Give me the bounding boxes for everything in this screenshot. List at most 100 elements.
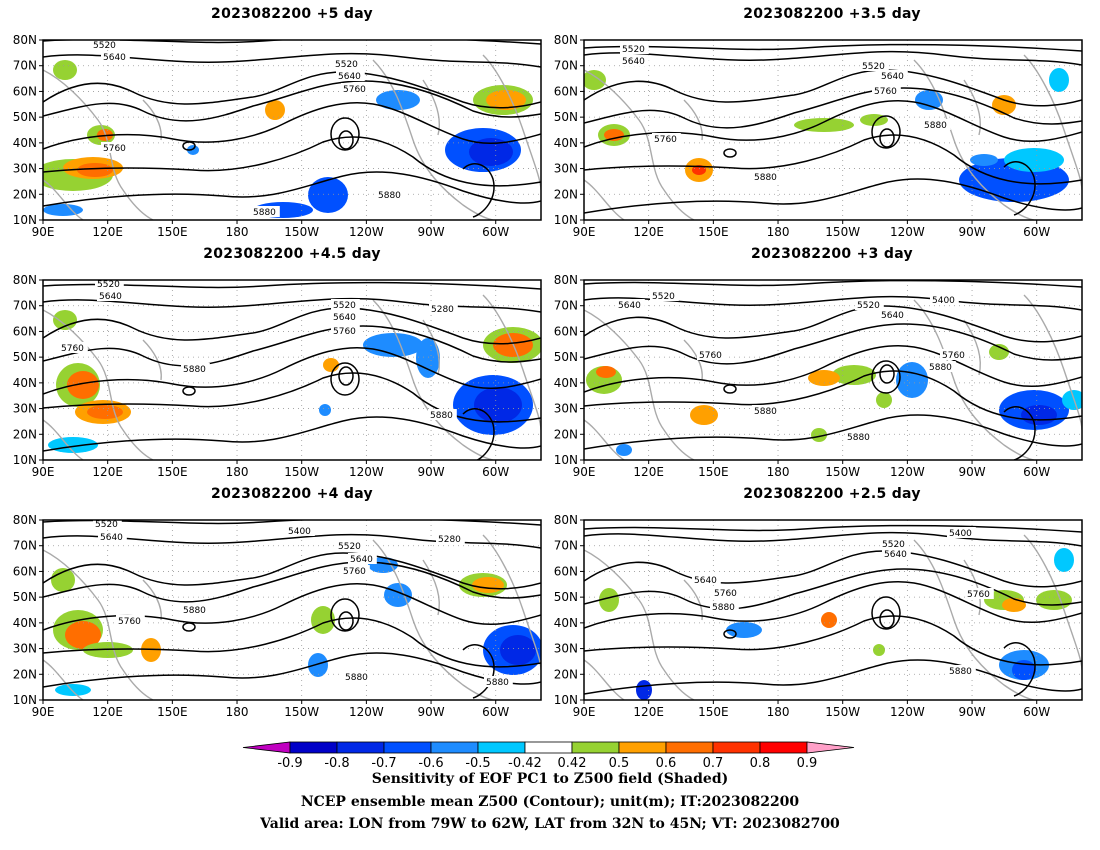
contour-label-bg: [101, 51, 130, 62]
z500-contour: [330, 362, 360, 396]
contour-label: 5880: [754, 173, 777, 183]
colorbar-swatch: [759, 741, 808, 754]
shading-blob: [48, 437, 98, 453]
contour-label-bg: [616, 299, 645, 310]
contour-label: 5880: [924, 121, 947, 131]
coastline: [584, 659, 625, 700]
lon-label: 150W: [825, 225, 860, 239]
z500-contour: [43, 297, 541, 313]
z500-contour: [43, 325, 541, 367]
lon-label: 120W: [890, 225, 925, 239]
contour-label-bg: [336, 540, 365, 551]
lon-label: 180: [226, 225, 249, 239]
lat-label: 20N: [554, 427, 578, 441]
lon-label: 150W: [284, 465, 319, 479]
contour-label-bg: [652, 133, 681, 144]
contour-label: 5400: [932, 296, 955, 306]
z500-contour: [338, 366, 354, 386]
coastline: [584, 179, 625, 220]
contour-label: 5280: [438, 535, 461, 545]
shading-blob: [811, 428, 827, 442]
contour-label: 5640: [333, 313, 356, 323]
contour-label-bg: [940, 349, 969, 360]
lat-label: 40N: [13, 376, 37, 390]
z500-contour: [43, 71, 541, 109]
lon-label: 150W: [825, 705, 860, 719]
colorbar-tick-label: 0.6: [656, 756, 677, 771]
lat-label: 50N: [13, 110, 37, 124]
contour-label: 5400: [949, 529, 972, 539]
lon-label: 60W: [482, 225, 509, 239]
colorbar-swatch: [336, 741, 385, 754]
shading-blob: [794, 118, 854, 132]
lon-label: 180: [767, 465, 790, 479]
shading-blob: [53, 310, 77, 330]
coastline: [683, 99, 703, 141]
map-frame: [583, 39, 1083, 221]
contour-label-bg: [752, 171, 781, 182]
contour-label: 5760: [942, 351, 965, 361]
lon-label: 150W: [284, 225, 319, 239]
coastline: [43, 309, 154, 460]
z500-contour: [584, 524, 1082, 533]
shading-blob: [1036, 590, 1072, 610]
lon-label: 150E: [157, 705, 188, 719]
contour-label-bg: [947, 527, 976, 538]
lat-label: 80N: [13, 273, 37, 287]
contour-label: 5760: [333, 327, 356, 337]
colorbar-tick-label: -0.42: [508, 756, 542, 771]
lon-label: 90W: [958, 465, 985, 479]
lat-label: 30N: [554, 162, 578, 176]
lat-label: 80N: [554, 273, 578, 287]
coastline: [584, 419, 625, 460]
shading-blob: [992, 95, 1016, 115]
shading-blob: [599, 588, 619, 612]
colorbar-swatch: [665, 741, 714, 754]
contour-label-bg: [116, 615, 145, 626]
lon-label: 180: [226, 465, 249, 479]
shading-blob: [636, 680, 652, 700]
shading-blob: [308, 177, 348, 213]
shading-blob: [265, 100, 285, 120]
z500-contour: [879, 128, 895, 148]
shading-blob: [970, 154, 998, 166]
lon-label: 90W: [417, 225, 444, 239]
shading-blob: [363, 333, 423, 357]
contour-label-bg: [752, 405, 781, 416]
coastline: [1023, 54, 1082, 191]
contour-label-bg: [436, 533, 465, 544]
lon-label: 60W: [1023, 465, 1050, 479]
shading-blob: [808, 370, 840, 386]
lon-label: 120E: [92, 465, 123, 479]
contour-label-bg: [712, 587, 741, 598]
contour-label: 5760: [967, 590, 990, 600]
z500-contour: [330, 117, 360, 151]
shading-blob: [915, 90, 943, 110]
panel-title-2: 2023082200 +3.5 day: [743, 6, 921, 22]
contour-label: 5520: [335, 60, 358, 70]
shading-blob: [500, 635, 536, 665]
contour-label: 5520: [622, 45, 645, 55]
contour-label: 5400: [288, 527, 311, 537]
coastline: [43, 549, 154, 700]
contour-label: 5640: [100, 533, 123, 543]
colorbar-tick-label: -0.7: [371, 756, 396, 771]
z500-contour: [462, 408, 495, 460]
lat-label: 40N: [554, 616, 578, 630]
contour-label-bg: [59, 342, 88, 353]
contour-label-bg: [650, 290, 679, 301]
z500-contour: [43, 617, 541, 668]
lon-label: 150W: [284, 705, 319, 719]
contour-label-bg: [98, 531, 127, 542]
z500-contour: [584, 305, 1082, 343]
lat-label: 40N: [554, 376, 578, 390]
z500-contour: [871, 360, 901, 394]
z500-contour: [584, 178, 1082, 214]
panel-title-5: 2023082200 +4 day: [211, 486, 373, 502]
colorbar-tick-label: 0.42: [558, 756, 587, 771]
lat-label: 60N: [13, 564, 37, 578]
contour-label: 5880: [847, 433, 870, 443]
lon-label: 90E: [32, 225, 55, 239]
coastline: [963, 319, 981, 376]
